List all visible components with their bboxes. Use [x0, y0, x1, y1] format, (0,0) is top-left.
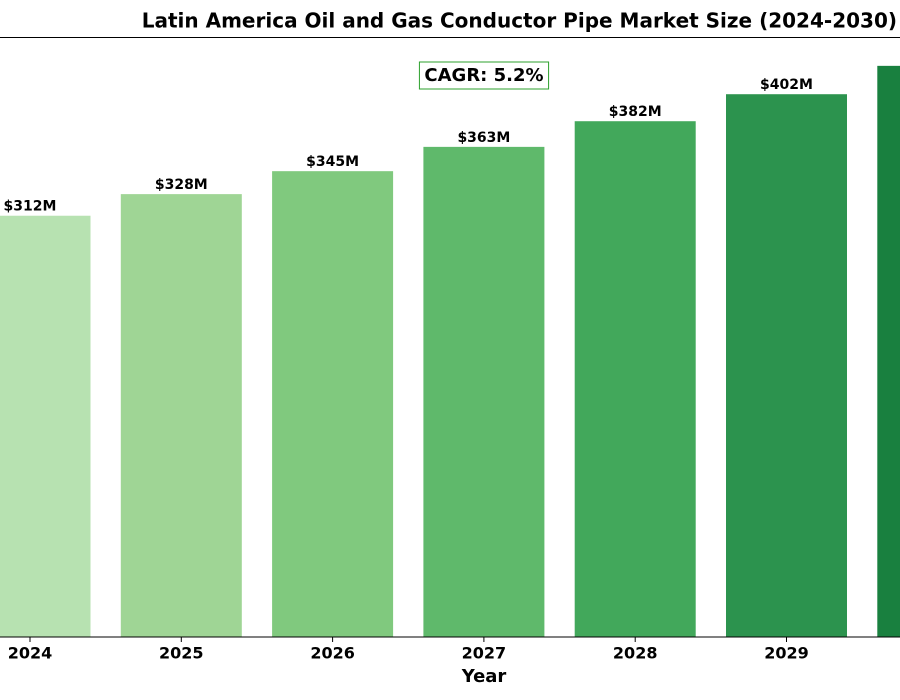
value-label: $382M [609, 104, 662, 120]
value-label: $312M [4, 199, 57, 215]
x-tick-label: 2027 [462, 644, 507, 663]
value-label: $345M [306, 154, 359, 170]
x-tick-label: 2026 [310, 644, 355, 663]
bar [726, 94, 847, 637]
bar [423, 146, 545, 638]
bar [574, 121, 696, 637]
annotation-box [418, 61, 550, 90]
bar [120, 194, 242, 637]
x-axis-label: Year [461, 666, 507, 687]
bar [272, 171, 394, 637]
bar [0, 215, 91, 637]
x-tick-label: 2029 [764, 644, 809, 663]
value-label: $402M [760, 77, 813, 93]
x-tick-label: 2028 [613, 644, 658, 663]
x-tick-label: 2025 [159, 644, 204, 663]
annotation: CAGR: 5.2% [424, 65, 543, 86]
x-tick-label: 2024 [8, 644, 53, 663]
bar [877, 65, 900, 637]
value-label: $363M [457, 130, 510, 146]
value-label: $328M [155, 177, 208, 193]
chart-title: Latin America Oil and Gas Conductor Pipe… [142, 9, 897, 33]
